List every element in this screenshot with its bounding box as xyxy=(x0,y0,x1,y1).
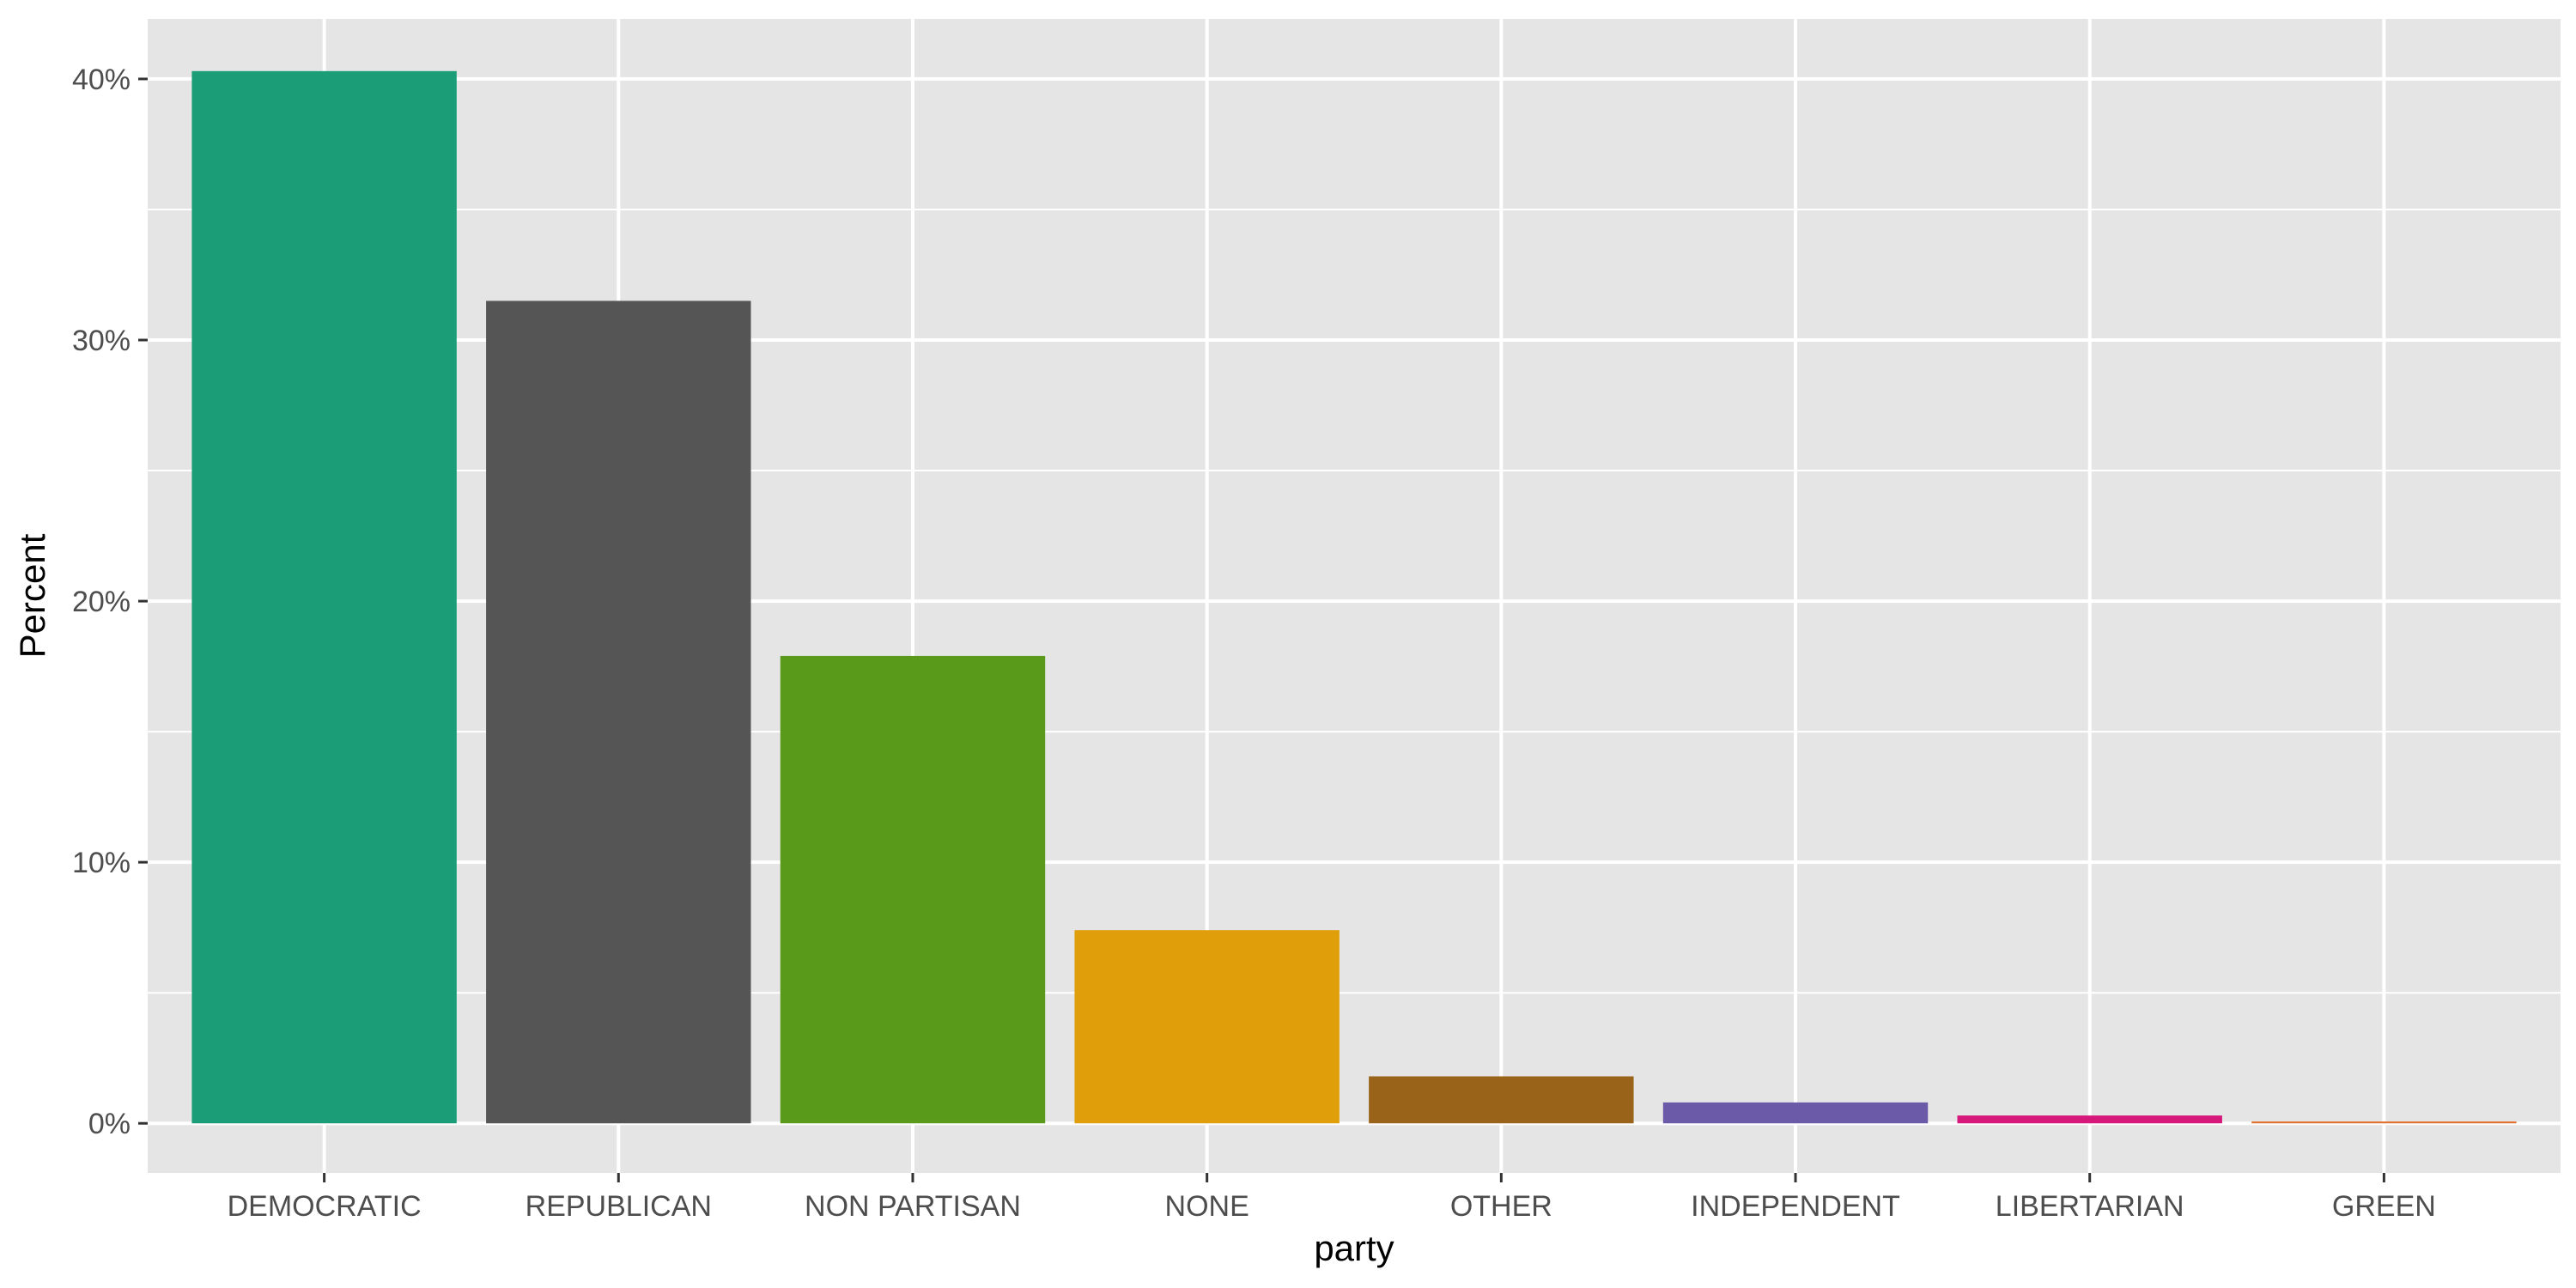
y-tick-label: 40% xyxy=(72,64,131,96)
bar-democratic xyxy=(191,70,457,1124)
x-tick-label: INDEPENDENT xyxy=(1691,1190,1900,1223)
x-axis-title: party xyxy=(1314,1228,1394,1268)
x-tick-label: LIBERTARIAN xyxy=(1996,1190,2184,1223)
x-tick-label: REPUBLICAN xyxy=(526,1190,712,1223)
y-axis-title: Percent xyxy=(12,533,52,658)
y-tick-label: 10% xyxy=(72,847,131,879)
y-axis: 0% 10% 20% 30% 40% xyxy=(72,64,148,1140)
bar-independent xyxy=(1662,1102,1929,1124)
bar-republican xyxy=(486,301,751,1124)
x-tick-label: NON PARTISAN xyxy=(805,1190,1021,1223)
bar-libertarian xyxy=(1957,1115,2222,1124)
y-tick-label: 30% xyxy=(72,325,131,357)
bar-green xyxy=(2251,1121,2517,1124)
x-tick-label: DEMOCRATIC xyxy=(228,1190,422,1223)
bar-other xyxy=(1369,1076,1634,1124)
bars xyxy=(191,70,2517,1124)
y-tick-label: 0% xyxy=(88,1108,131,1140)
x-tick-label: GREEN xyxy=(2332,1190,2436,1223)
x-tick-label: OTHER xyxy=(1450,1190,1552,1223)
y-tick-label: 20% xyxy=(72,586,131,618)
bar-non-partisan xyxy=(780,655,1046,1124)
bar-none xyxy=(1074,930,1340,1124)
x-axis: DEMOCRATIC REPUBLICAN NON PARTISAN NONE OTHE… xyxy=(228,1173,2436,1223)
x-tick-label: NONE xyxy=(1165,1190,1249,1223)
